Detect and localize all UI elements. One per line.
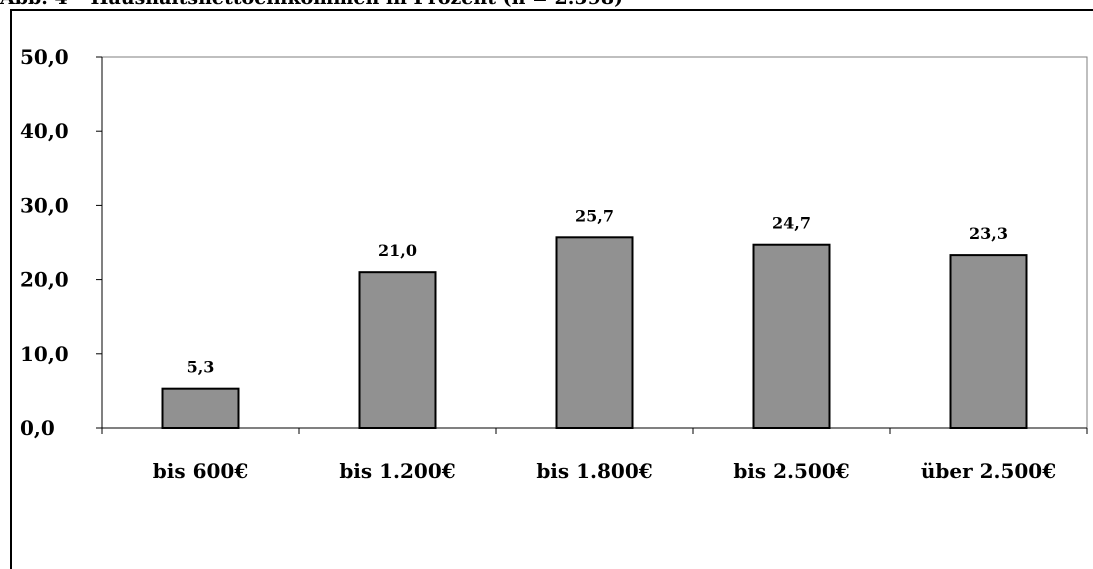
x-tick-label: bis 600€: [153, 459, 248, 483]
y-axis: 0,0 10,0 20,0 30,0 40,0 50,0: [20, 45, 103, 440]
data-label: 24,7: [772, 214, 811, 233]
bar: [555, 236, 634, 429]
bar: [949, 254, 1028, 429]
data-labels: 5,3 21,0 25,7 24,7 23,3: [187, 206, 1008, 376]
bar: [358, 271, 437, 429]
bar: [161, 387, 240, 430]
y-tick-label: 40,0: [20, 119, 69, 143]
y-tick-label: 50,0: [20, 45, 69, 69]
x-axis: bis 600€ bis 1.200€ bis 1.800€ bis 2.500€ üb…: [101, 427, 1088, 483]
data-label: 23,3: [969, 224, 1008, 243]
bars: [161, 236, 1028, 430]
chart-frame: [10, 9, 1093, 569]
y-tick-label: 10,0: [20, 342, 69, 366]
chart-title: Abb. 4 – Haushaltsnettoeinkommen in Proz…: [0, 0, 623, 8]
data-label: 21,0: [378, 241, 417, 260]
y-tick-label: 30,0: [20, 193, 69, 217]
x-tick-label: bis 2.500€: [733, 459, 849, 483]
y-tick-label: 0,0: [20, 416, 55, 440]
x-tick-label: über 2.500€: [921, 459, 1056, 483]
y-tick-label: 20,0: [20, 268, 69, 292]
bar: [752, 243, 831, 429]
data-label: 5,3: [187, 358, 215, 377]
data-label: 25,7: [575, 206, 614, 225]
x-tick-label: bis 1.200€: [339, 459, 455, 483]
x-tick-label: bis 1.800€: [536, 459, 652, 483]
